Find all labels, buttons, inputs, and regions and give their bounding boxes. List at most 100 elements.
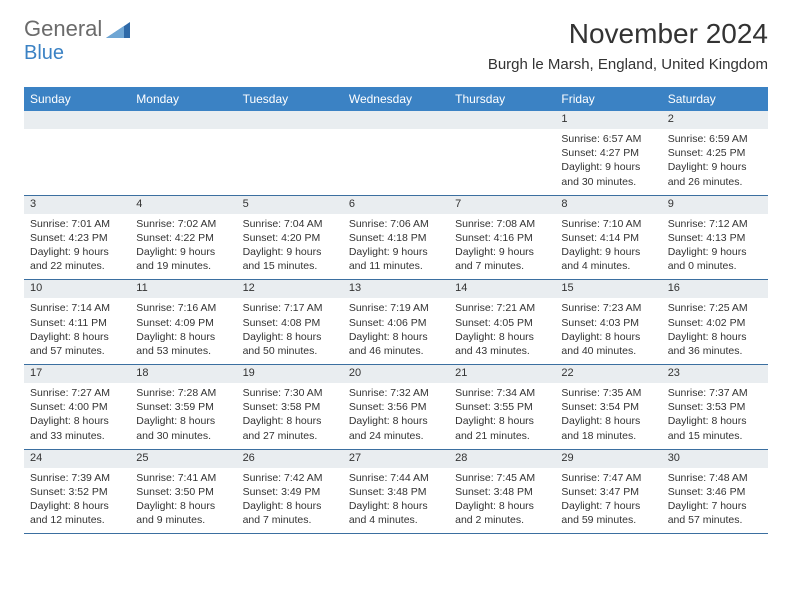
- sunset-text: Sunset: 4:22 PM: [136, 231, 230, 245]
- day-body: Sunrise: 7:06 AMSunset: 4:18 PMDaylight:…: [349, 217, 443, 274]
- day-number: 1: [555, 111, 661, 129]
- sunrise-text: Sunrise: 7:47 AM: [561, 471, 655, 485]
- day-number: 24: [24, 450, 130, 468]
- page: General Blue November 2024 Burgh le Mars…: [0, 0, 792, 612]
- day-cell: 7Sunrise: 7:08 AMSunset: 4:16 PMDaylight…: [449, 196, 555, 280]
- day-body: Sunrise: 7:41 AMSunset: 3:50 PMDaylight:…: [136, 471, 230, 528]
- sunset-text: Sunset: 3:48 PM: [349, 485, 443, 499]
- sunrise-text: Sunrise: 7:42 AM: [243, 471, 337, 485]
- sunrise-text: Sunrise: 7:28 AM: [136, 386, 230, 400]
- sunset-text: Sunset: 4:18 PM: [349, 231, 443, 245]
- dow-thursday: Thursday: [449, 87, 555, 111]
- day-cell: 13Sunrise: 7:19 AMSunset: 4:06 PMDayligh…: [343, 280, 449, 364]
- day-body: Sunrise: 7:42 AMSunset: 3:49 PMDaylight:…: [243, 471, 337, 528]
- daylight-text: Daylight: 9 hours and 22 minutes.: [30, 245, 124, 273]
- day-body: Sunrise: 7:23 AMSunset: 4:03 PMDaylight:…: [561, 301, 655, 358]
- sunset-text: Sunset: 3:54 PM: [561, 400, 655, 414]
- daylight-text: Daylight: 7 hours and 57 minutes.: [668, 499, 762, 527]
- day-body: Sunrise: 7:37 AMSunset: 3:53 PMDaylight:…: [668, 386, 762, 443]
- sunset-text: Sunset: 4:09 PM: [136, 316, 230, 330]
- day-number: 11: [130, 280, 236, 298]
- day-number: 27: [343, 450, 449, 468]
- sunrise-text: Sunrise: 7:30 AM: [243, 386, 337, 400]
- day-number: 16: [662, 280, 768, 298]
- day-number: 8: [555, 196, 661, 214]
- sunrise-text: Sunrise: 7:23 AM: [561, 301, 655, 315]
- day-cell: 12Sunrise: 7:17 AMSunset: 4:08 PMDayligh…: [237, 280, 343, 364]
- dow-wednesday: Wednesday: [343, 87, 449, 111]
- day-body: Sunrise: 7:30 AMSunset: 3:58 PMDaylight:…: [243, 386, 337, 443]
- day-cell: 30Sunrise: 7:48 AMSunset: 3:46 PMDayligh…: [662, 450, 768, 534]
- day-cell: 10Sunrise: 7:14 AMSunset: 4:11 PMDayligh…: [24, 280, 130, 364]
- day-number: 25: [130, 450, 236, 468]
- sunrise-text: Sunrise: 7:17 AM: [243, 301, 337, 315]
- daylight-text: Daylight: 7 hours and 59 minutes.: [561, 499, 655, 527]
- daylight-text: Daylight: 8 hours and 7 minutes.: [243, 499, 337, 527]
- day-body: Sunrise: 7:39 AMSunset: 3:52 PMDaylight:…: [30, 471, 124, 528]
- day-number: 22: [555, 365, 661, 383]
- sunset-text: Sunset: 4:00 PM: [30, 400, 124, 414]
- sunrise-text: Sunrise: 7:37 AM: [668, 386, 762, 400]
- sunset-text: Sunset: 3:59 PM: [136, 400, 230, 414]
- day-cell: [343, 111, 449, 195]
- header: General Blue November 2024 Burgh le Mars…: [24, 18, 768, 73]
- sunrise-text: Sunrise: 7:21 AM: [455, 301, 549, 315]
- day-cell: 5Sunrise: 7:04 AMSunset: 4:20 PMDaylight…: [237, 196, 343, 280]
- sunset-text: Sunset: 4:11 PM: [30, 316, 124, 330]
- day-body: Sunrise: 7:45 AMSunset: 3:48 PMDaylight:…: [455, 471, 549, 528]
- daylight-text: Daylight: 8 hours and 53 minutes.: [136, 330, 230, 358]
- daylight-text: Daylight: 8 hours and 15 minutes.: [668, 414, 762, 442]
- sunrise-text: Sunrise: 7:16 AM: [136, 301, 230, 315]
- day-body: Sunrise: 7:48 AMSunset: 3:46 PMDaylight:…: [668, 471, 762, 528]
- day-number: 23: [662, 365, 768, 383]
- day-cell: 18Sunrise: 7:28 AMSunset: 3:59 PMDayligh…: [130, 365, 236, 449]
- day-cell: [130, 111, 236, 195]
- logo-triangle-icon: [106, 20, 132, 40]
- sunrise-text: Sunrise: 7:19 AM: [349, 301, 443, 315]
- sunrise-text: Sunrise: 7:45 AM: [455, 471, 549, 485]
- day-cell: 8 Sunrise: 7:10 AMSunset: 4:14 PMDaylight…: [555, 196, 661, 280]
- day-body: Sunrise: 7:28 AMSunset: 3:59 PMDaylight:…: [136, 386, 230, 443]
- day-cell: 15Sunrise: 7:23 AMSunset: 4:03 PMDayligh…: [555, 280, 661, 364]
- day-cell: 17Sunrise: 7:27 AMSunset: 4:00 PMDayligh…: [24, 365, 130, 449]
- day-body: Sunrise: 7:35 AMSunset: 3:54 PMDaylight:…: [561, 386, 655, 443]
- sunset-text: Sunset: 4:03 PM: [561, 316, 655, 330]
- daylight-text: Daylight: 8 hours and 40 minutes.: [561, 330, 655, 358]
- day-cell: 25 Sunrise: 7:41 AMSunset: 3:50 PMDayligh…: [130, 450, 236, 534]
- sunrise-text: Sunrise: 7:12 AM: [668, 217, 762, 231]
- sunset-text: Sunset: 4:14 PM: [561, 231, 655, 245]
- daylight-text: Daylight: 8 hours and 18 minutes.: [561, 414, 655, 442]
- day-body: Sunrise: 7:17 AMSunset: 4:08 PMDaylight:…: [243, 301, 337, 358]
- sunset-text: Sunset: 3:46 PM: [668, 485, 762, 499]
- day-body: Sunrise: 7:34 AMSunset: 3:55 PMDaylight:…: [455, 386, 549, 443]
- day-number: 26: [237, 450, 343, 468]
- sunrise-text: Sunrise: 6:59 AM: [668, 132, 762, 146]
- day-number: 28: [449, 450, 555, 468]
- weeks-container: 1Sunrise: 6:57 AMSunset: 4:27 PMDaylight…: [24, 111, 768, 534]
- day-body: Sunrise: 6:59 AMSunset: 4:25 PMDaylight:…: [668, 132, 762, 189]
- sunset-text: Sunset: 4:13 PM: [668, 231, 762, 245]
- day-number: 19: [237, 365, 343, 383]
- daylight-text: Daylight: 8 hours and 9 minutes.: [136, 499, 230, 527]
- day-cell: 1Sunrise: 6:57 AMSunset: 4:27 PMDaylight…: [555, 111, 661, 195]
- day-body: Sunrise: 7:32 AMSunset: 3:56 PMDaylight:…: [349, 386, 443, 443]
- dow-monday: Monday: [130, 87, 236, 111]
- day-number: 6: [343, 196, 449, 214]
- daylight-text: Daylight: 8 hours and 50 minutes.: [243, 330, 337, 358]
- month-title: November 2024: [488, 18, 768, 50]
- sunset-text: Sunset: 3:55 PM: [455, 400, 549, 414]
- day-cell: 20Sunrise: 7:32 AMSunset: 3:56 PMDayligh…: [343, 365, 449, 449]
- day-number: 4: [130, 196, 236, 214]
- sunrise-text: Sunrise: 7:48 AM: [668, 471, 762, 485]
- daylight-text: Daylight: 8 hours and 21 minutes.: [455, 414, 549, 442]
- sunrise-text: Sunrise: 7:01 AM: [30, 217, 124, 231]
- day-number: 7: [449, 196, 555, 214]
- sunrise-text: Sunrise: 7:02 AM: [136, 217, 230, 231]
- day-body: Sunrise: 7:10 AMSunset: 4:14 PMDaylight:…: [561, 217, 655, 274]
- sunset-text: Sunset: 3:47 PM: [561, 485, 655, 499]
- daylight-text: Daylight: 9 hours and 19 minutes.: [136, 245, 230, 273]
- day-cell: 27Sunrise: 7:44 AMSunset: 3:48 PMDayligh…: [343, 450, 449, 534]
- daylight-text: Daylight: 8 hours and 43 minutes.: [455, 330, 549, 358]
- sunset-text: Sunset: 3:52 PM: [30, 485, 124, 499]
- day-number: [237, 111, 343, 129]
